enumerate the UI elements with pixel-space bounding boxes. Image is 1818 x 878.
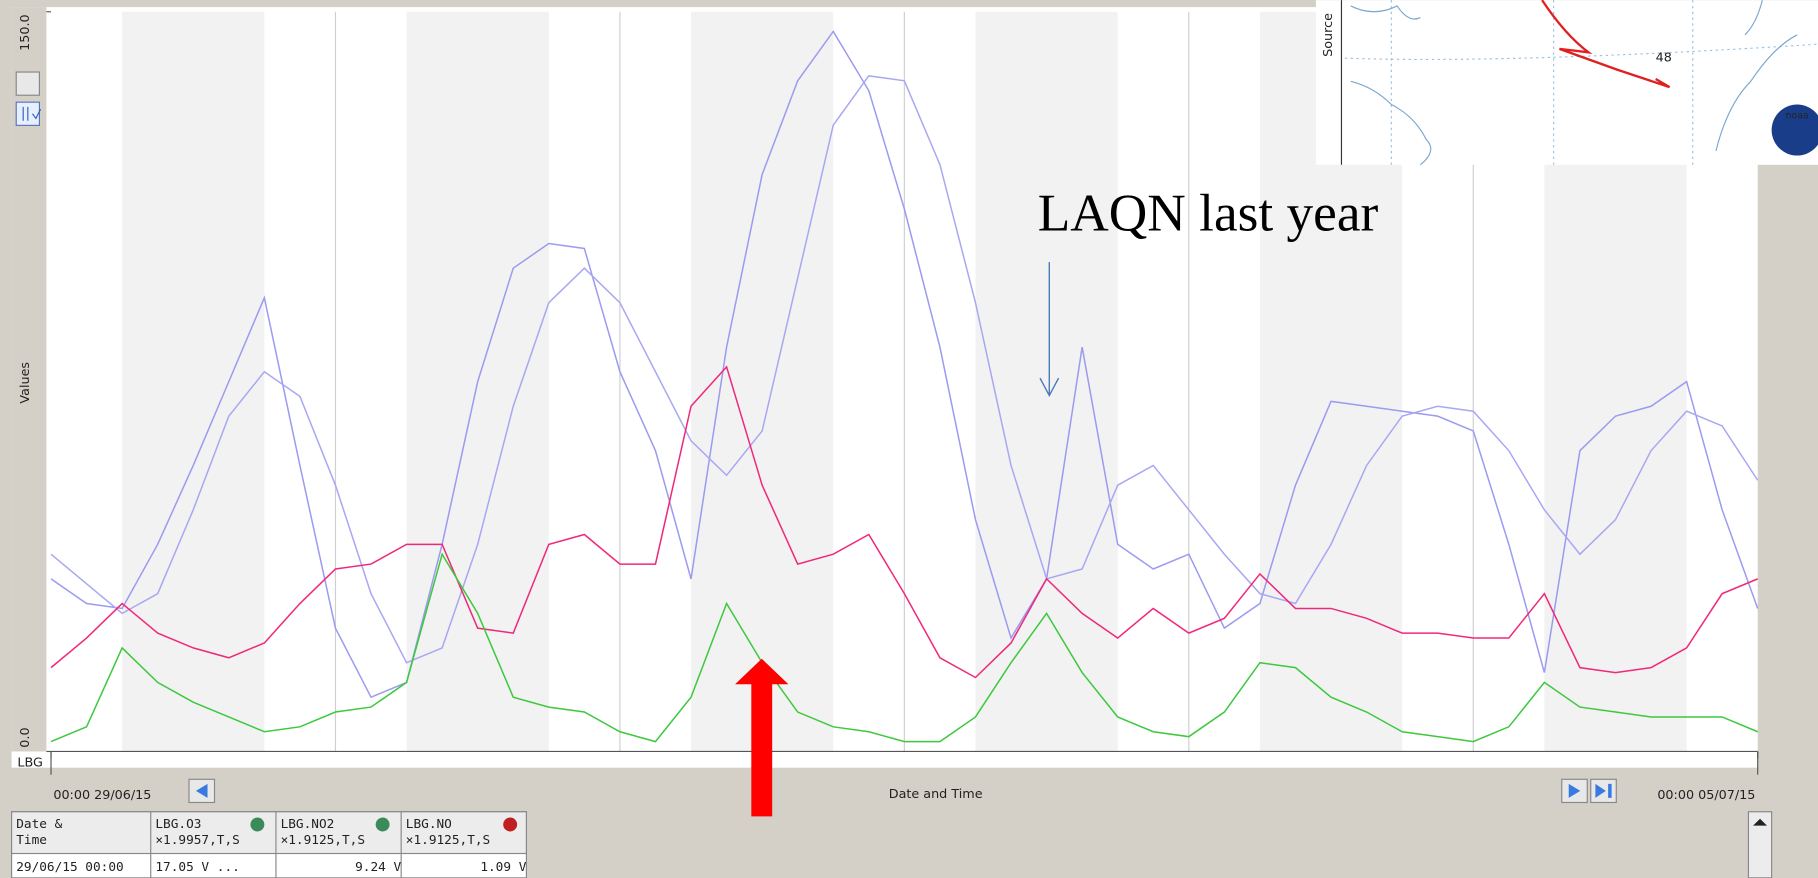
visibility-icon[interactable] <box>375 817 390 832</box>
map-bg <box>1315 0 1818 165</box>
end-icon <box>1595 783 1612 798</box>
table-header: LBG.NO2 <box>281 817 335 832</box>
map-source: Source <box>1321 13 1336 57</box>
annotation-arrowhead <box>1039 377 1060 397</box>
table-header: Date & <box>16 817 62 832</box>
table-header: LBG.O3 <box>155 817 201 832</box>
prev-icon <box>195 783 208 798</box>
table-header: ×1.9125,T,S <box>281 833 365 848</box>
x-tick-label: 00:00 29/06/15 <box>53 788 151 803</box>
table-cell: 9.24 V <box>355 860 401 875</box>
daytime-band <box>122 11 265 752</box>
visibility-icon[interactable] <box>250 817 265 832</box>
daytime-band <box>691 11 834 752</box>
scale-button[interactable] <box>15 71 41 96</box>
y-tick-label: 0.0 <box>18 727 33 747</box>
red-arrowhead <box>735 658 789 685</box>
x-tick-label: 00:00 05/07/15 <box>1657 788 1755 803</box>
table-cell: 1.09 V <box>480 860 526 875</box>
station-label: LBG <box>17 756 43 771</box>
y-axis-panel <box>11 7 47 752</box>
map-inset: Source 48 noaa <box>1315 0 1818 166</box>
next-icon <box>1568 783 1581 798</box>
table-header: LBG.NO <box>406 817 452 832</box>
table-header: ×1.9957,T,S <box>155 833 239 848</box>
noaa-text: noaa <box>1786 111 1809 122</box>
daytime-band <box>975 11 1118 752</box>
table-header: Time <box>16 833 47 848</box>
table-text: Date &TimeLBG.O3×1.9957,T,SLBG.NO2×1.912… <box>16 817 526 875</box>
red-arrow-shaft <box>751 681 773 817</box>
series-lines <box>50 30 1759 743</box>
map-gridlines <box>1344 0 1818 165</box>
noaa-logo <box>1771 104 1818 156</box>
day-bands <box>122 11 1687 752</box>
series-line <box>50 75 1759 664</box>
annotation: LAQN last year <box>1038 182 1379 242</box>
table-cell: 17.05 V ... <box>155 860 239 875</box>
series-line <box>50 30 1759 699</box>
series-line <box>50 365 1758 679</box>
map-coast <box>1350 0 1798 166</box>
data-table <box>11 811 527 878</box>
x-axis-label: Date and Time <box>889 787 983 802</box>
y-axis-label: Values <box>18 362 33 404</box>
visibility-icon[interactable] <box>503 817 518 832</box>
table-cell: 29/06/15 00:00 <box>16 860 123 875</box>
series-line <box>50 552 1758 743</box>
y-tick-label: 150.0 <box>18 14 33 51</box>
map-lat: 48 <box>1656 51 1672 66</box>
trajectory <box>1541 0 1671 89</box>
scroll-up <box>1753 818 1767 826</box>
autoscale-icon <box>22 106 42 121</box>
table-header: ×1.9125,T,S <box>406 833 490 848</box>
table-header-bg <box>11 811 527 855</box>
